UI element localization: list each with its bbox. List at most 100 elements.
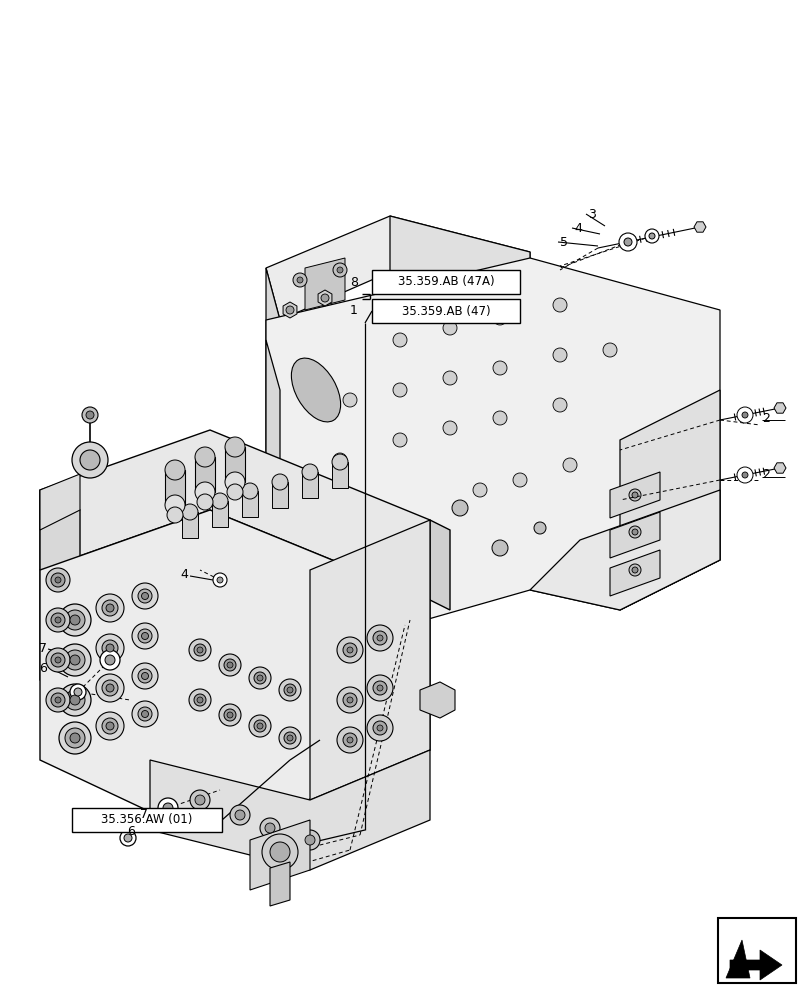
Circle shape bbox=[443, 421, 457, 435]
Polygon shape bbox=[773, 403, 785, 413]
Bar bbox=[371, 299, 519, 323]
Circle shape bbox=[249, 715, 271, 737]
Circle shape bbox=[513, 473, 526, 487]
Circle shape bbox=[257, 675, 263, 681]
Polygon shape bbox=[620, 390, 719, 610]
Circle shape bbox=[631, 492, 637, 498]
Circle shape bbox=[225, 437, 245, 457]
Polygon shape bbox=[725, 940, 749, 978]
Circle shape bbox=[473, 483, 487, 497]
Circle shape bbox=[55, 577, 61, 583]
Polygon shape bbox=[389, 216, 530, 310]
Circle shape bbox=[286, 687, 293, 693]
Circle shape bbox=[264, 823, 275, 833]
Circle shape bbox=[623, 238, 631, 246]
Circle shape bbox=[342, 693, 357, 707]
Text: 3: 3 bbox=[587, 208, 595, 221]
Polygon shape bbox=[609, 512, 659, 558]
Circle shape bbox=[65, 650, 85, 670]
Circle shape bbox=[342, 393, 357, 407]
Circle shape bbox=[346, 647, 353, 653]
Circle shape bbox=[106, 722, 114, 730]
Polygon shape bbox=[40, 490, 80, 700]
Circle shape bbox=[70, 615, 80, 625]
Circle shape bbox=[631, 567, 637, 573]
Circle shape bbox=[74, 688, 82, 696]
Polygon shape bbox=[40, 430, 430, 600]
Circle shape bbox=[70, 684, 86, 700]
Circle shape bbox=[372, 631, 387, 645]
Circle shape bbox=[337, 637, 363, 663]
Circle shape bbox=[59, 722, 91, 754]
Text: 1: 1 bbox=[350, 304, 358, 318]
Circle shape bbox=[272, 474, 288, 490]
Text: 35.356.AW (01): 35.356.AW (01) bbox=[101, 813, 192, 826]
Circle shape bbox=[534, 522, 545, 534]
Circle shape bbox=[224, 709, 236, 721]
Circle shape bbox=[189, 689, 211, 711]
Polygon shape bbox=[305, 258, 345, 310]
Circle shape bbox=[552, 348, 566, 362]
Polygon shape bbox=[310, 520, 430, 800]
Polygon shape bbox=[283, 302, 297, 318]
Circle shape bbox=[393, 333, 406, 347]
Circle shape bbox=[165, 460, 185, 480]
Circle shape bbox=[279, 679, 301, 701]
Circle shape bbox=[96, 712, 124, 740]
Circle shape bbox=[491, 540, 508, 556]
Circle shape bbox=[51, 573, 65, 587]
Circle shape bbox=[141, 592, 148, 599]
Circle shape bbox=[65, 728, 85, 748]
Circle shape bbox=[736, 467, 752, 483]
Circle shape bbox=[230, 805, 250, 825]
Circle shape bbox=[212, 573, 227, 587]
Circle shape bbox=[353, 503, 367, 517]
Circle shape bbox=[195, 482, 215, 502]
Circle shape bbox=[195, 447, 215, 467]
Polygon shape bbox=[150, 750, 430, 870]
Circle shape bbox=[372, 681, 387, 695]
Circle shape bbox=[285, 306, 294, 314]
Circle shape bbox=[260, 818, 280, 838]
Polygon shape bbox=[212, 501, 228, 527]
Circle shape bbox=[51, 693, 65, 707]
Circle shape bbox=[648, 233, 654, 239]
Circle shape bbox=[393, 433, 406, 447]
Circle shape bbox=[163, 803, 173, 813]
Circle shape bbox=[141, 633, 148, 640]
Circle shape bbox=[195, 795, 204, 805]
Circle shape bbox=[367, 675, 393, 701]
Circle shape bbox=[165, 495, 185, 515]
Circle shape bbox=[741, 472, 747, 478]
Circle shape bbox=[376, 685, 383, 691]
Circle shape bbox=[51, 653, 65, 667]
Polygon shape bbox=[272, 482, 288, 508]
Circle shape bbox=[346, 697, 353, 703]
Circle shape bbox=[65, 610, 85, 630]
Circle shape bbox=[376, 635, 383, 641]
Circle shape bbox=[372, 721, 387, 735]
Circle shape bbox=[320, 294, 328, 302]
Circle shape bbox=[552, 398, 566, 412]
Circle shape bbox=[342, 733, 357, 747]
Circle shape bbox=[552, 298, 566, 312]
Circle shape bbox=[102, 680, 118, 696]
Text: 35.359.AB (47): 35.359.AB (47) bbox=[401, 304, 490, 318]
Polygon shape bbox=[530, 490, 719, 610]
Polygon shape bbox=[419, 682, 454, 718]
Circle shape bbox=[297, 277, 303, 283]
Circle shape bbox=[141, 710, 148, 718]
Circle shape bbox=[105, 655, 115, 665]
Circle shape bbox=[120, 830, 135, 846]
Circle shape bbox=[333, 263, 346, 277]
Circle shape bbox=[55, 657, 61, 663]
Circle shape bbox=[342, 643, 357, 657]
Circle shape bbox=[132, 701, 158, 727]
Text: 7: 7 bbox=[39, 642, 47, 654]
Circle shape bbox=[603, 343, 616, 357]
Circle shape bbox=[443, 321, 457, 335]
Circle shape bbox=[367, 625, 393, 651]
Circle shape bbox=[100, 650, 120, 670]
Circle shape bbox=[299, 830, 320, 850]
Circle shape bbox=[452, 500, 467, 516]
